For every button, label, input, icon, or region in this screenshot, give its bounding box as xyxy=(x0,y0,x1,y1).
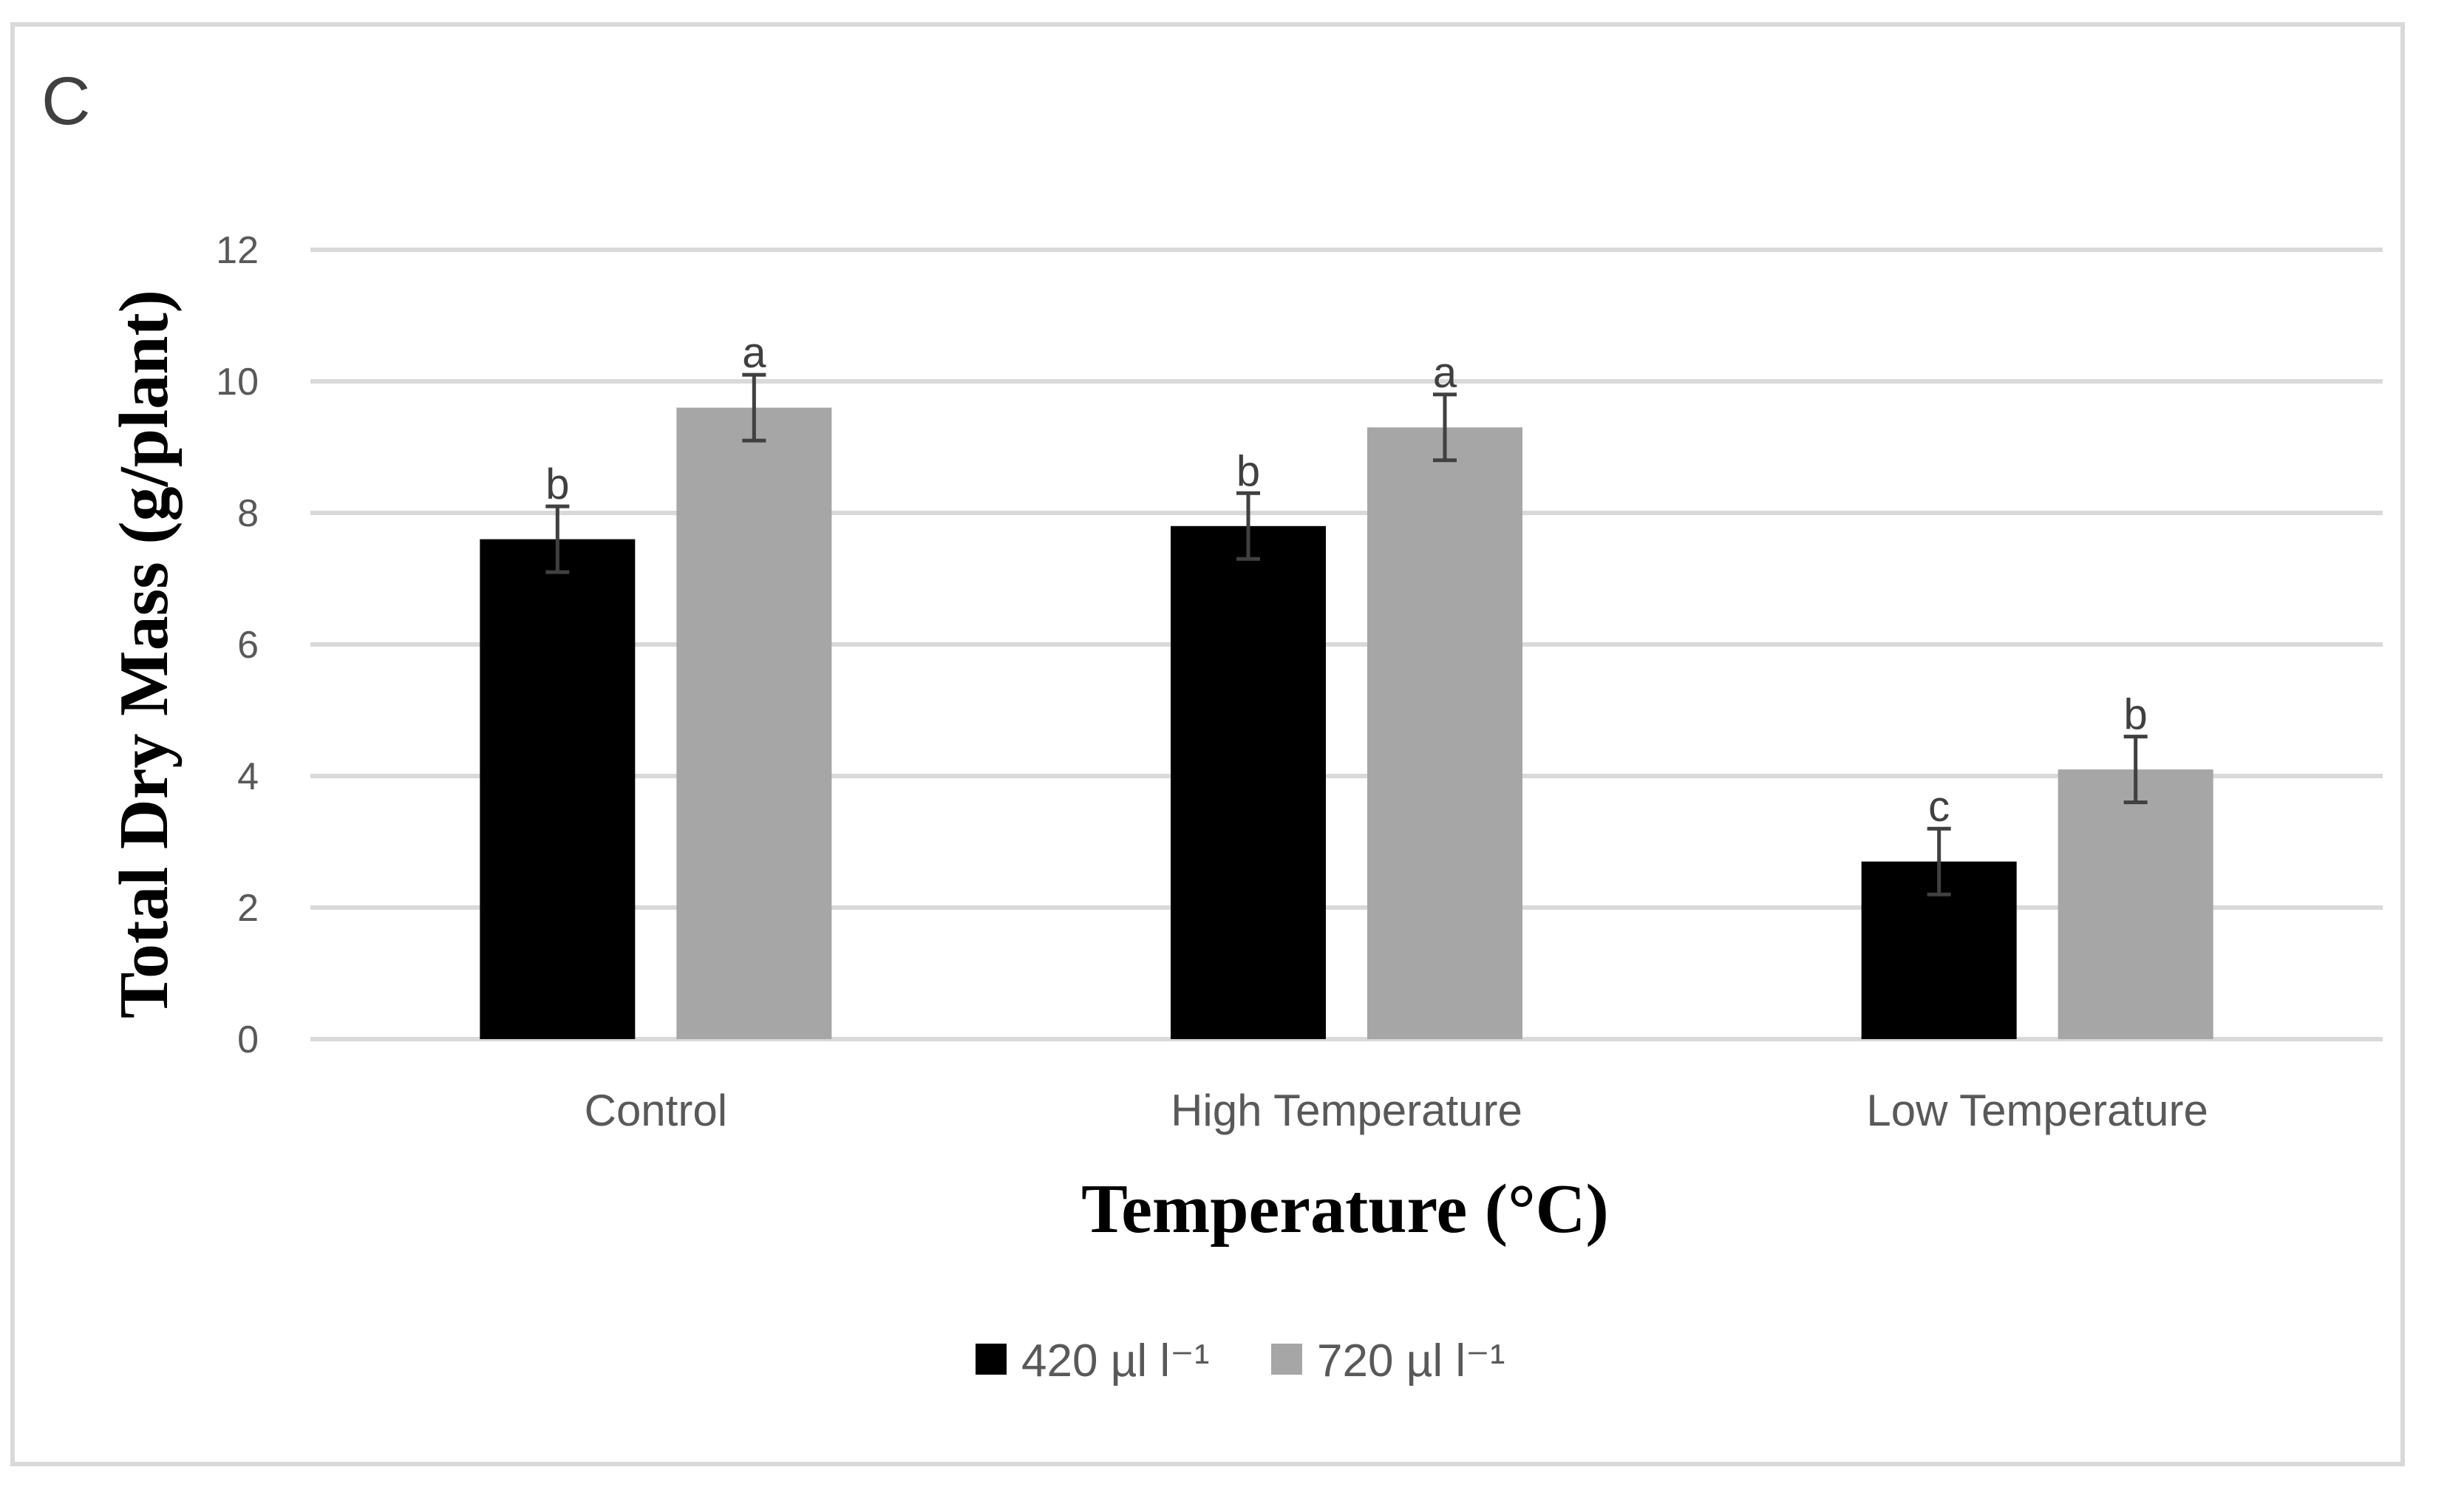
y-tick-label: 4 xyxy=(237,755,259,798)
bar xyxy=(676,407,832,1039)
x-axis-title: Temperature (°C) xyxy=(1081,1171,1609,1248)
legend: 420 µl l⁻¹ 720 µl l⁻¹ xyxy=(976,1335,1505,1386)
y-tick-labels: 0 2 4 6 8 10 12 xyxy=(216,229,259,1061)
x-category-label: Control xyxy=(585,1086,727,1135)
y-axis-title: Total Dry Mass (g/plant) xyxy=(106,290,183,1018)
y-tick-label: 2 xyxy=(237,887,259,930)
panel-label: C xyxy=(41,64,90,139)
y-tick-label: 8 xyxy=(237,492,259,535)
bar xyxy=(1171,525,1326,1039)
significance-label: b xyxy=(1236,447,1260,495)
significance-label: b xyxy=(2124,691,2148,739)
legend-swatch xyxy=(1271,1344,1302,1375)
bar xyxy=(1367,427,1522,1039)
error-bars xyxy=(545,372,2148,896)
y-tick-label: 6 xyxy=(237,624,259,667)
legend-label: 720 µl l⁻¹ xyxy=(1317,1335,1505,1386)
significance-label: a xyxy=(1433,349,1457,397)
y-tick-label: 10 xyxy=(216,361,259,404)
legend-label: 420 µl l⁻¹ xyxy=(1021,1335,1210,1386)
x-category-label: High Temperature xyxy=(1171,1086,1522,1135)
y-tick-label: 12 xyxy=(216,229,259,272)
bars xyxy=(480,407,2213,1039)
bar xyxy=(480,539,636,1039)
bar xyxy=(2058,769,2213,1039)
significance-label: a xyxy=(742,329,766,377)
x-category-label: Low Temperature xyxy=(1866,1086,2208,1135)
significance-label: c xyxy=(1928,783,1950,831)
significance-label: b xyxy=(545,460,569,508)
gridlines xyxy=(310,248,2383,1041)
significance-labels: b a b a c b xyxy=(545,329,2148,831)
y-tick-label: 0 xyxy=(237,1018,259,1061)
legend-swatch xyxy=(976,1344,1007,1375)
x-category-labels: Control High Temperature Low Temperature xyxy=(585,1086,2208,1135)
